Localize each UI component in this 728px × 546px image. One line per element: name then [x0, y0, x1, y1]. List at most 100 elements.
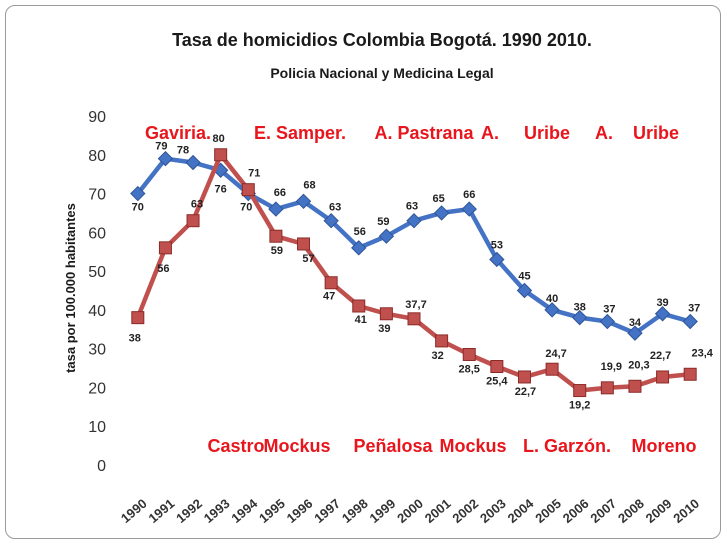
series-1-data-label: 70	[132, 202, 144, 214]
series-2-point	[269, 229, 283, 243]
series-2-data-label: 25,4	[486, 376, 508, 388]
president-annotation: Uribe	[633, 123, 679, 143]
series-2-point	[545, 362, 559, 376]
president-annotation: A.	[481, 123, 499, 143]
series-group	[130, 148, 698, 398]
series-2-data-label: 56	[157, 263, 169, 275]
series-2-data-label: 47	[323, 291, 335, 303]
series-2-data-label: 22,7	[650, 350, 671, 362]
x-tick-label: 2003	[477, 496, 509, 526]
series-1-point	[323, 212, 339, 229]
president-annotation: Uribe	[524, 123, 570, 143]
series-2-point	[131, 311, 145, 325]
series-1-data-label: 63	[329, 202, 341, 214]
series-2-point	[628, 379, 642, 393]
mayor-annotation: L. Garzón.	[523, 436, 611, 456]
series-1-point	[682, 313, 698, 330]
series-2-point	[324, 276, 338, 290]
x-tick-label: 1995	[256, 496, 288, 526]
x-tick-label: 2009	[643, 496, 675, 526]
series-2-data-label: 39	[378, 323, 390, 335]
series-1-data-label: 79	[155, 141, 167, 153]
mayor-annotation: Castro	[207, 436, 264, 456]
y-tick-label: 30	[88, 342, 106, 359]
series-1-data-label: 76	[215, 183, 227, 195]
series-2-point	[352, 299, 366, 313]
mayor-annotation: Mockus	[439, 436, 506, 456]
x-tick-label: 2007	[587, 496, 619, 526]
series-1-data-label: 40	[546, 293, 558, 305]
x-tick-label: 2001	[422, 496, 454, 526]
series-2-data-label: 38	[129, 333, 141, 345]
series-2-point	[241, 183, 255, 197]
x-tick-label: 1991	[146, 496, 178, 526]
series-2-data-label: 23,4	[691, 347, 713, 359]
series-2-data-label: 19,9	[601, 361, 622, 373]
x-tick-label: 2004	[505, 495, 537, 526]
series-1-point	[544, 302, 560, 318]
mayor-annotation: Peñalosa	[353, 436, 433, 456]
series-1-point	[406, 212, 422, 229]
series-2-point	[186, 214, 200, 228]
x-tick-label: 1990	[118, 496, 150, 526]
x-tick-label: 1999	[367, 496, 399, 526]
series-1-point	[130, 185, 146, 202]
series-2-point	[297, 237, 311, 251]
series-2-data-label: 80	[213, 133, 225, 145]
y-tick-label: 50	[88, 264, 106, 281]
x-tick-label: 2002	[449, 496, 481, 526]
series-1-data-label: 66	[274, 187, 286, 199]
mayor-annotation: Moreno	[632, 436, 697, 456]
series-1-point	[654, 306, 671, 322]
series-2-point	[600, 381, 614, 395]
series-1-point	[461, 201, 477, 217]
series-1-data-label: 38	[574, 302, 586, 314]
y-tick-label: 70	[88, 187, 106, 204]
series-1-point	[627, 325, 643, 341]
series-1-point	[572, 309, 588, 326]
chart-subtitle: Policia Nacional y Medicina Legal	[270, 65, 493, 81]
series-2-data-label: 71	[248, 168, 260, 180]
series-2-data-label: 59	[271, 245, 283, 257]
mayor-annotation: Mockus	[263, 436, 330, 456]
president-annotation: Gaviria.	[145, 123, 211, 143]
series-1-data-label: 34	[629, 317, 642, 329]
president-mayor-annotations: Gaviria. E. Samper. A. Pastrana A. Uribe A. Ur…	[145, 123, 697, 456]
y-tick-label: 80	[88, 148, 106, 165]
x-tick-label: 1997	[311, 496, 343, 526]
x-tick-label: 2000	[394, 496, 426, 526]
series-2-data-label: 24,7	[545, 348, 566, 360]
series-1-point	[157, 150, 174, 167]
x-tick-label: 1994	[228, 495, 260, 526]
series-1-point	[268, 201, 284, 217]
series-2-data-label: 57	[302, 253, 314, 265]
series-2-point	[517, 370, 531, 384]
series-1-data-label: 59	[377, 216, 389, 228]
series-2-data-label: 19,2	[569, 400, 590, 412]
series-2-point	[435, 334, 449, 348]
series-2-data-label: 28,5	[459, 363, 480, 375]
x-tick-label: 2006	[560, 496, 592, 526]
chart-title: Tasa de homicidios Colombia Bogotá. 1990…	[172, 30, 592, 50]
series-1-point	[185, 154, 201, 171]
series-1-data-label: 66	[463, 189, 475, 201]
x-tick-label: 1993	[201, 496, 233, 526]
series-2-point	[214, 148, 228, 162]
x-tick-label: 2010	[670, 496, 702, 526]
series-1-point	[378, 228, 395, 244]
series-1-point	[295, 193, 312, 210]
y-axis-title: tasa por 100.000 habitantes	[63, 203, 78, 373]
y-tick-label: 0	[97, 458, 106, 475]
x-tick-label: 1998	[339, 496, 371, 526]
y-tick-label: 10	[88, 419, 106, 436]
president-annotation: E. Samper.	[254, 123, 346, 143]
series-1-point	[351, 240, 367, 256]
x-tick-label: 2005	[532, 496, 564, 526]
series-2-point	[490, 360, 504, 374]
y-tick-label: 40	[88, 303, 106, 320]
series-1-data-label: 37	[688, 303, 700, 315]
series-2-data-label: 22,7	[515, 386, 536, 398]
series-2-point	[379, 307, 393, 321]
series-1-data-label: 56	[354, 226, 366, 238]
